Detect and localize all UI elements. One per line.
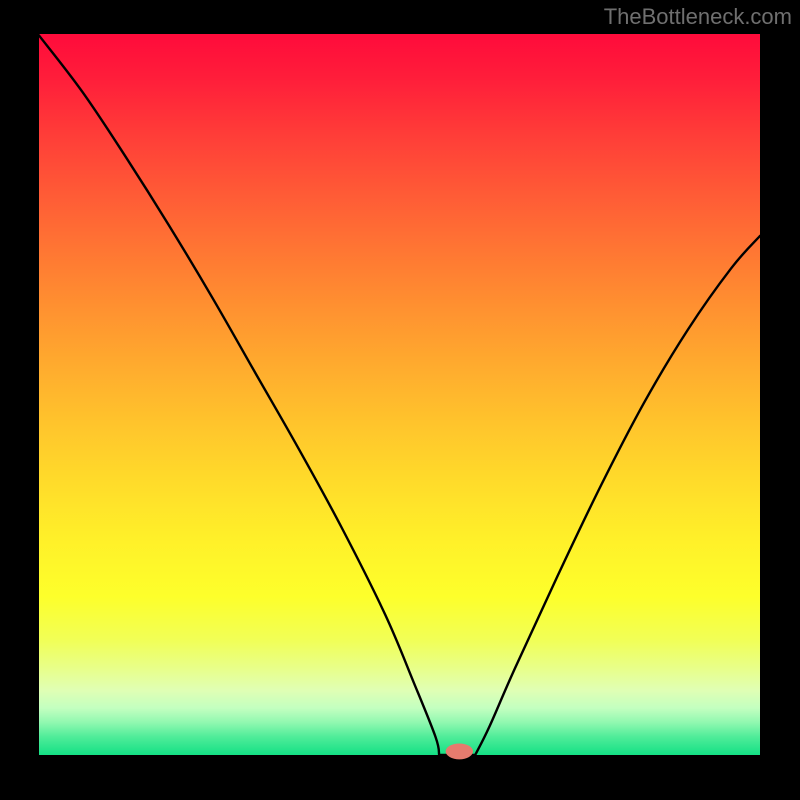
figure-container: TheBottleneck.com — [0, 0, 800, 800]
optimal-point-marker — [446, 743, 473, 759]
bottleneck-chart — [0, 0, 800, 800]
